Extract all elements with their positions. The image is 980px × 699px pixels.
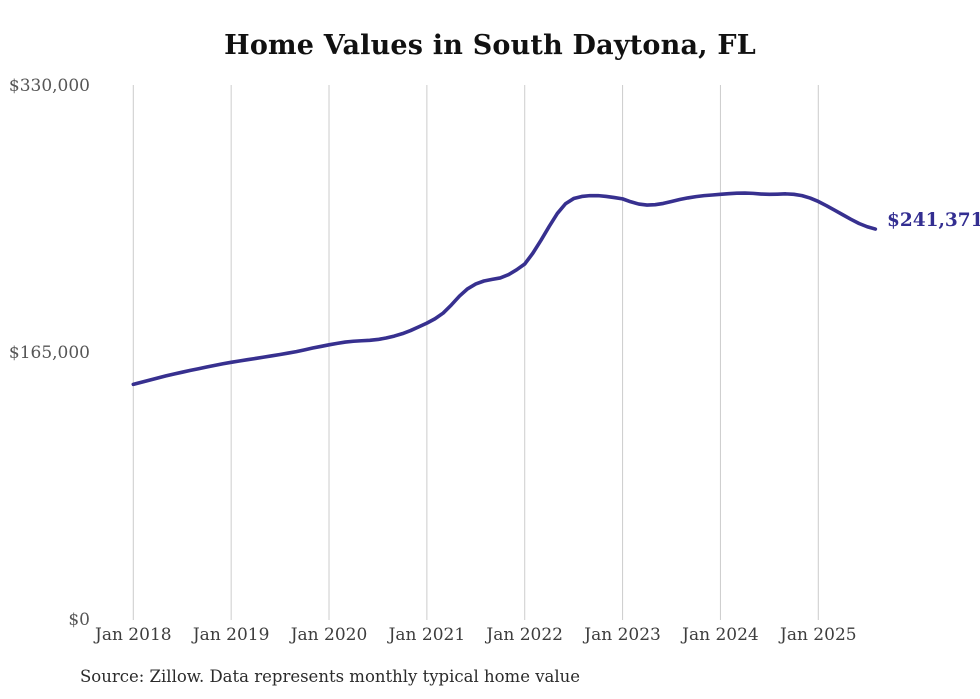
x-tick-label: Jan 2021 [388, 625, 466, 645]
x-tick-label: Jan 2023 [584, 625, 661, 645]
page-title: Home Values in South Daytona, FL [224, 30, 756, 61]
end-value-label: $241,371 [887, 210, 980, 231]
source-note: Source: Zillow. Data represents monthly … [80, 667, 581, 686]
x-tick-label: Jan 2024 [682, 625, 759, 645]
x-tick-label: Jan 2018 [95, 625, 172, 645]
x-tick-label: Jan 2019 [192, 625, 270, 645]
y-tick-label: $0 [68, 610, 90, 630]
y-tick-label: $165,000 [8, 342, 90, 363]
home-value-line [131, 191, 878, 387]
x-tick-label: Jan 2022 [486, 625, 564, 645]
x-tick-label: Jan 2025 [780, 625, 857, 645]
x-tick-label: Jan 2020 [290, 625, 368, 645]
y-tick-label: $330,000 [8, 75, 90, 96]
